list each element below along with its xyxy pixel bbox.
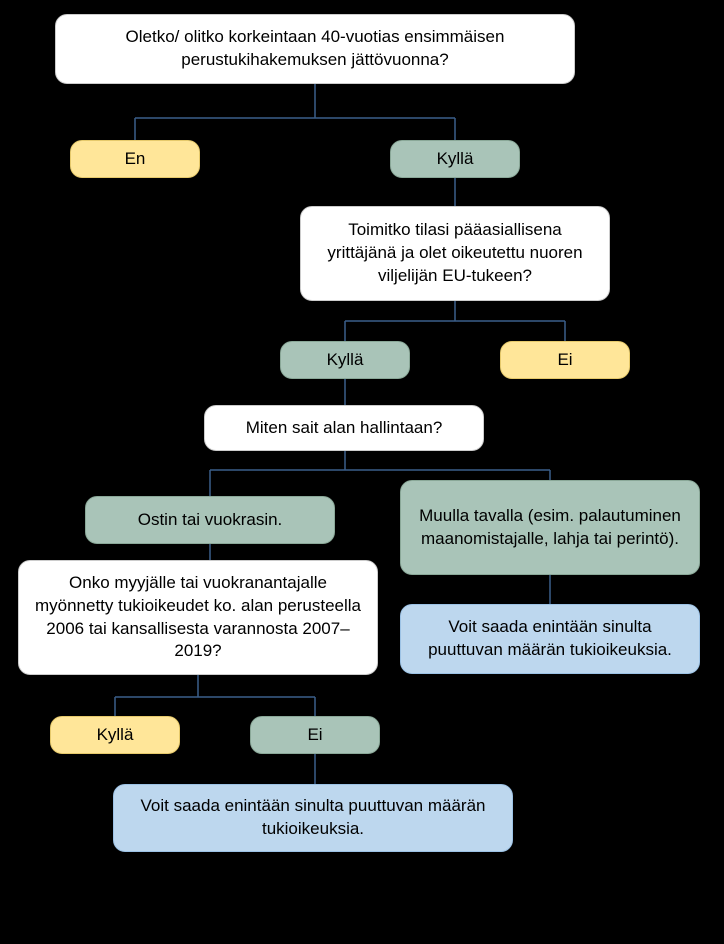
answer-bought-rented: Ostin tai vuokrasin. bbox=[85, 496, 335, 544]
answer-kylla-2: Kyllä bbox=[280, 341, 410, 379]
answer-other-way: Muulla tavalla (esim. palautuminen maano… bbox=[400, 480, 700, 575]
result-entitlement-1: Voit saada enintään sinulta puuttuvan mä… bbox=[400, 604, 700, 674]
question-age-40: Oletko/ olitko korkeintaan 40-vuotias en… bbox=[55, 14, 575, 84]
answer-en: En bbox=[70, 140, 200, 178]
question-seller-rights: Onko myyjälle tai vuokranantajalle myönn… bbox=[18, 560, 378, 675]
question-entrepreneur: Toimitko tilasi pääasiallisena yrittäjän… bbox=[300, 206, 610, 301]
answer-ei-1: Ei bbox=[500, 341, 630, 379]
answer-kylla-3: Kyllä bbox=[50, 716, 180, 754]
answer-kylla-1: Kyllä bbox=[390, 140, 520, 178]
answer-ei-2: Ei bbox=[250, 716, 380, 754]
result-entitlement-2: Voit saada enintään sinulta puuttuvan mä… bbox=[113, 784, 513, 852]
question-how-acquired: Miten sait alan hallintaan? bbox=[204, 405, 484, 451]
